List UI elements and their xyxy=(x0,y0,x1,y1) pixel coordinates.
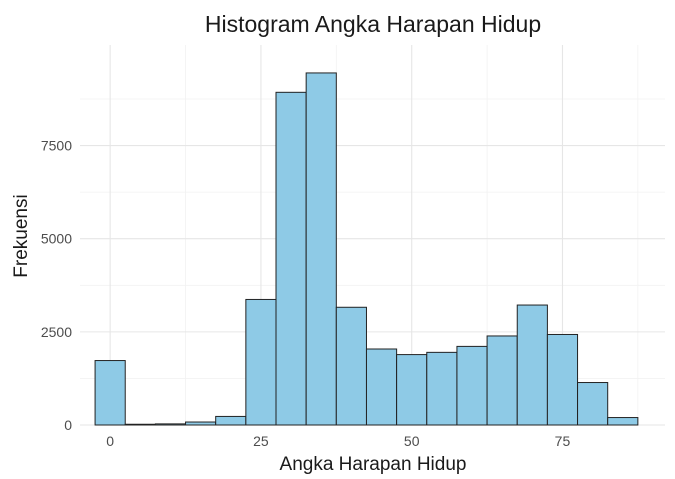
histogram-bar-2 xyxy=(154,423,187,426)
x-tick-label: 50 xyxy=(404,433,420,449)
histogram-bar-13 xyxy=(486,335,518,426)
y-tick-label: 7500 xyxy=(41,138,72,154)
histogram-bar-15 xyxy=(546,333,579,426)
histogram-bar-4 xyxy=(215,415,247,426)
histogram-bar-9 xyxy=(365,348,398,426)
x-tick-label: 25 xyxy=(253,433,269,449)
histogram-bar-6 xyxy=(275,91,307,426)
histogram-bar-11 xyxy=(426,351,458,426)
histogram-bar-12 xyxy=(456,345,488,426)
histogram-bar-7 xyxy=(305,72,337,426)
x-tick-label: 0 xyxy=(106,433,114,449)
histogram-bar-3 xyxy=(185,421,217,426)
histogram-bar-8 xyxy=(335,306,367,426)
y-axis-label: Frekuensi xyxy=(11,194,32,277)
chart-title: Histogram Angka Harapan Hidup xyxy=(205,11,541,37)
ticks-layer: 0 25 50 75 0 2500 5000 7500 xyxy=(41,138,571,449)
histogram-bar-1 xyxy=(124,423,156,426)
histogram-bar-10 xyxy=(396,354,428,426)
histogram-bar-0 xyxy=(94,360,126,426)
bars-layer xyxy=(94,72,639,426)
histogram-bar-5 xyxy=(245,298,277,426)
x-tick-label: 75 xyxy=(555,433,571,449)
histogram-bar-16 xyxy=(577,382,609,426)
y-tick-label: 0 xyxy=(64,417,72,433)
x-axis-label: Angka Harapan Hidup xyxy=(280,454,467,474)
y-tick-label: 5000 xyxy=(41,231,72,247)
histogram-bar-14 xyxy=(516,304,548,426)
histogram-bar-17 xyxy=(607,417,639,426)
y-tick-label: 2500 xyxy=(41,324,72,340)
